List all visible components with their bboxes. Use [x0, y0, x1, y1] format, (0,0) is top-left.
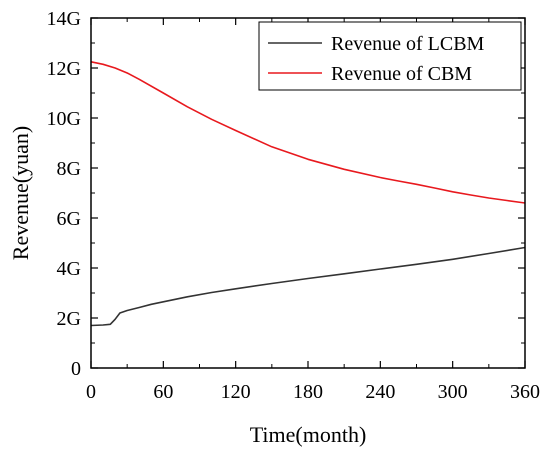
- x-tick-label: 180: [293, 381, 323, 403]
- legend: Revenue of LCBM Revenue of CBM: [258, 21, 522, 91]
- y-tick-label: 10G: [47, 108, 81, 130]
- legend-label-lcbm: Revenue of LCBM: [331, 33, 485, 55]
- x-tick-label: 60: [153, 381, 173, 403]
- x-tick-label: 360: [510, 381, 540, 403]
- x-tick-label: 240: [365, 381, 395, 403]
- x-tick-label: 120: [221, 381, 251, 403]
- x-tick-label: 300: [438, 381, 468, 403]
- y-tick-label: 8G: [57, 158, 81, 180]
- x-tick-label: 0: [86, 381, 96, 403]
- y-tick-label: 12G: [47, 58, 81, 80]
- x-axis-title: Time(month): [250, 422, 367, 447]
- y-axis-title: Revenue(yuan): [8, 126, 33, 260]
- legend-label-cbm: Revenue of CBM: [331, 63, 472, 85]
- y-tick-label: 14G: [47, 8, 81, 30]
- y-tick-label: 2G: [57, 308, 81, 330]
- y-axis-ticks: 0 2G 4G 6G 8G 10G 12G 14G: [47, 8, 525, 380]
- series-line-lcbm: [90, 246, 526, 327]
- x-axis-ticks: 0 60 120 180 240 300 360: [86, 18, 540, 403]
- y-tick-label: 4G: [57, 258, 81, 280]
- legend-box: [258, 21, 522, 91]
- y-tick-label: 0: [71, 358, 81, 380]
- series-layer: [90, 61, 526, 327]
- y-tick-label: 6G: [57, 208, 81, 230]
- series-line-cbm: [90, 61, 526, 204]
